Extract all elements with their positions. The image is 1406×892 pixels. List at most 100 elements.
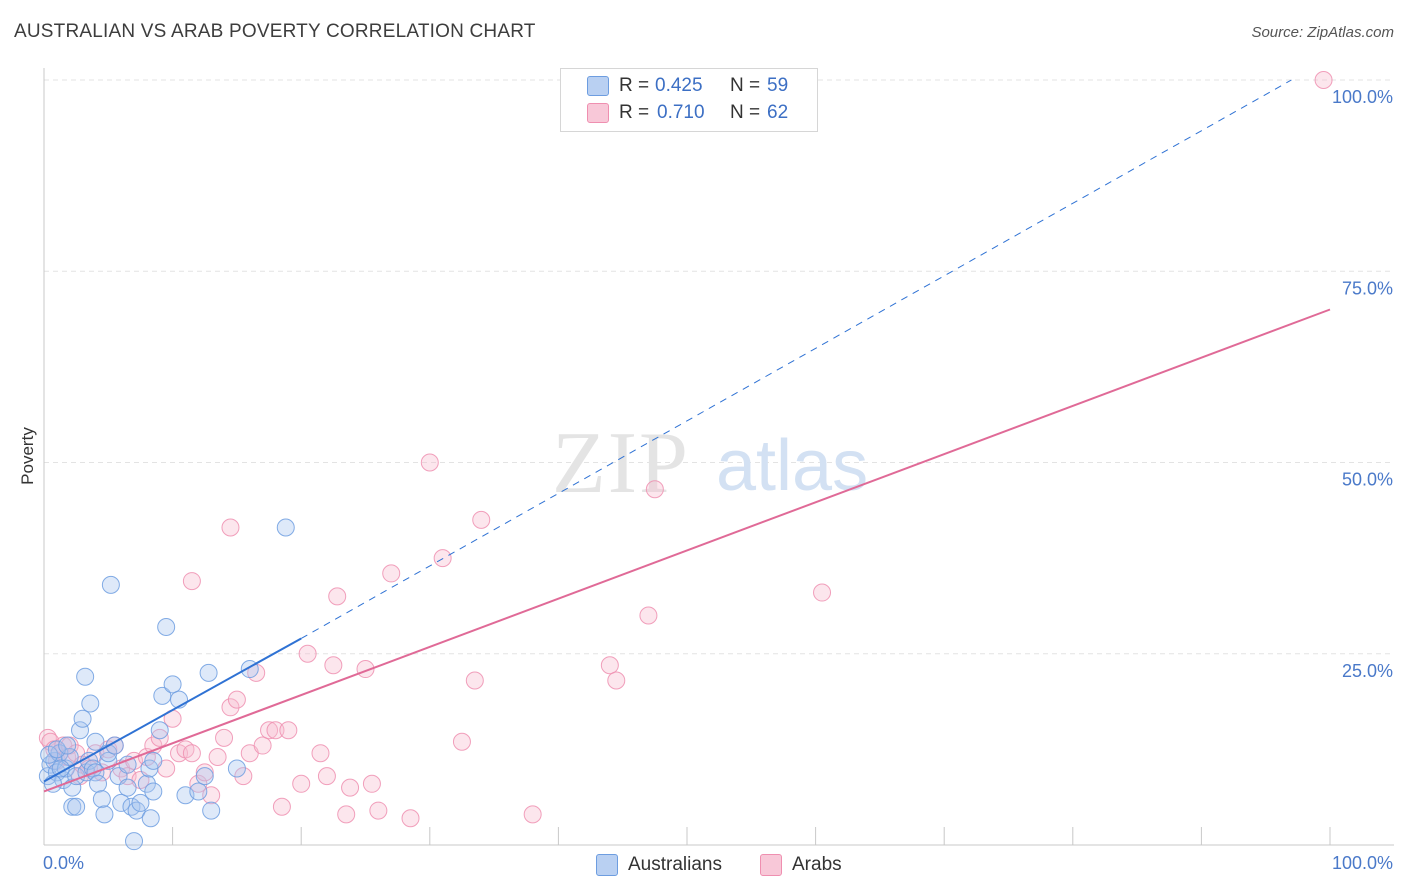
australian-point (144, 751, 163, 770)
arab-point (260, 721, 279, 740)
correlation-legend: R = 0.425 N = 59 R = 0.710 N = 62 (560, 68, 818, 132)
y-axis-label: Poverty (18, 427, 37, 485)
australian-point (137, 774, 156, 793)
australian-point (67, 797, 86, 816)
legend-n-value-australians: 59 (767, 75, 789, 96)
australian-point (195, 767, 214, 786)
arab-point (279, 721, 298, 740)
arab-point (150, 728, 169, 747)
australian-point (76, 667, 95, 686)
x-tick-label: 100.0% (1332, 853, 1393, 873)
arab-point (328, 587, 347, 606)
australian-point (227, 759, 246, 778)
watermark-atlas: atlas (716, 426, 868, 506)
australian-point (101, 575, 120, 594)
arab-point (182, 744, 201, 763)
arab-point (362, 774, 381, 793)
axes (43, 68, 1394, 846)
australian-point (144, 782, 163, 801)
australian-point (58, 736, 77, 755)
y-tick-label: 75.0% (1342, 278, 1393, 298)
australian-point (125, 832, 144, 851)
australian-point (86, 732, 105, 751)
australian-point (202, 801, 221, 820)
arab-point (234, 767, 253, 786)
arab-point (600, 656, 619, 675)
arab-point (298, 644, 317, 663)
arab-point (401, 809, 420, 828)
australian-point (95, 805, 114, 824)
australian-point (71, 721, 90, 740)
arab-point (465, 671, 484, 690)
arab-point (324, 656, 343, 675)
arab-point (813, 583, 832, 602)
arab-point (272, 797, 291, 816)
x-tick-label: 0.0% (43, 853, 84, 873)
australian-point (118, 778, 137, 797)
legend-r-label: R = (619, 75, 650, 96)
bottom-legend-arabs[interactable]: Arabs (760, 852, 842, 878)
arab-point (607, 671, 626, 690)
y-tick-label: 50.0% (1342, 470, 1393, 490)
arab-point (337, 805, 356, 824)
arab-point (182, 572, 201, 591)
arab-point (221, 698, 240, 717)
arab-point (292, 774, 311, 793)
australian-point (157, 617, 176, 636)
australian-point (81, 694, 100, 713)
arab-point (266, 721, 285, 740)
australian-point (47, 740, 66, 759)
australians-trendline (43, 637, 302, 783)
australian-point (105, 736, 124, 755)
australians-legend-swatch (596, 854, 618, 876)
arab-point (523, 805, 542, 824)
australians-legend-label: Australians (628, 854, 722, 875)
australian-point (92, 790, 111, 809)
arab-point (215, 728, 234, 747)
gridlines (44, 79, 1394, 655)
legend-r-label: R = (619, 102, 650, 123)
legend-r-value-australians: 0.425 (655, 75, 703, 96)
arabs-points (38, 71, 1333, 828)
legend-n-label: N = (730, 75, 761, 96)
arabs-trendline (43, 308, 1331, 793)
australian-point (73, 709, 92, 728)
australian-point (153, 686, 172, 705)
arab-point (369, 801, 388, 820)
arab-point (420, 453, 439, 472)
legend-n-value-arabs: 62 (767, 102, 789, 123)
arabs-legend-swatch (760, 854, 782, 876)
bottom-legend-australians[interactable]: Australians (596, 852, 722, 878)
y-tick-label: 25.0% (1342, 661, 1393, 681)
arabs-legend-label: Arabs (792, 854, 842, 875)
australian-point (163, 675, 182, 694)
arab-point (472, 510, 491, 529)
tick-labels: 100.0% 75.0% 50.0% 25.0% 0.0% 100.0% (43, 87, 1393, 873)
arab-point (227, 690, 246, 709)
chart-title: AUSTRALIAN VS ARAB POVERTY CORRELATION C… (14, 21, 536, 42)
legend-r-value-arabs: 0.710 (657, 102, 705, 123)
arabs-swatch (587, 103, 609, 123)
arab-point (317, 767, 336, 786)
arab-point (639, 606, 658, 625)
y-tick-label: 100.0% (1332, 87, 1393, 107)
arab-point (253, 736, 272, 755)
australian-point (118, 755, 137, 774)
australians-points (38, 518, 295, 851)
arab-point (645, 480, 664, 499)
australian-point (112, 793, 131, 812)
arab-point (452, 732, 471, 751)
legend-n-label: N = (730, 102, 761, 123)
trendlines (43, 79, 1331, 793)
australian-point (150, 721, 169, 740)
arab-point (195, 763, 214, 782)
arab-point (1314, 71, 1333, 89)
arab-point (382, 564, 401, 583)
arab-point (221, 518, 240, 537)
australian-point (199, 663, 218, 682)
australian-point (131, 793, 150, 812)
australians-trend-extension (300, 79, 1292, 639)
australians-swatch (587, 76, 609, 96)
source-credit: Source: ZipAtlas.com (1251, 24, 1394, 41)
